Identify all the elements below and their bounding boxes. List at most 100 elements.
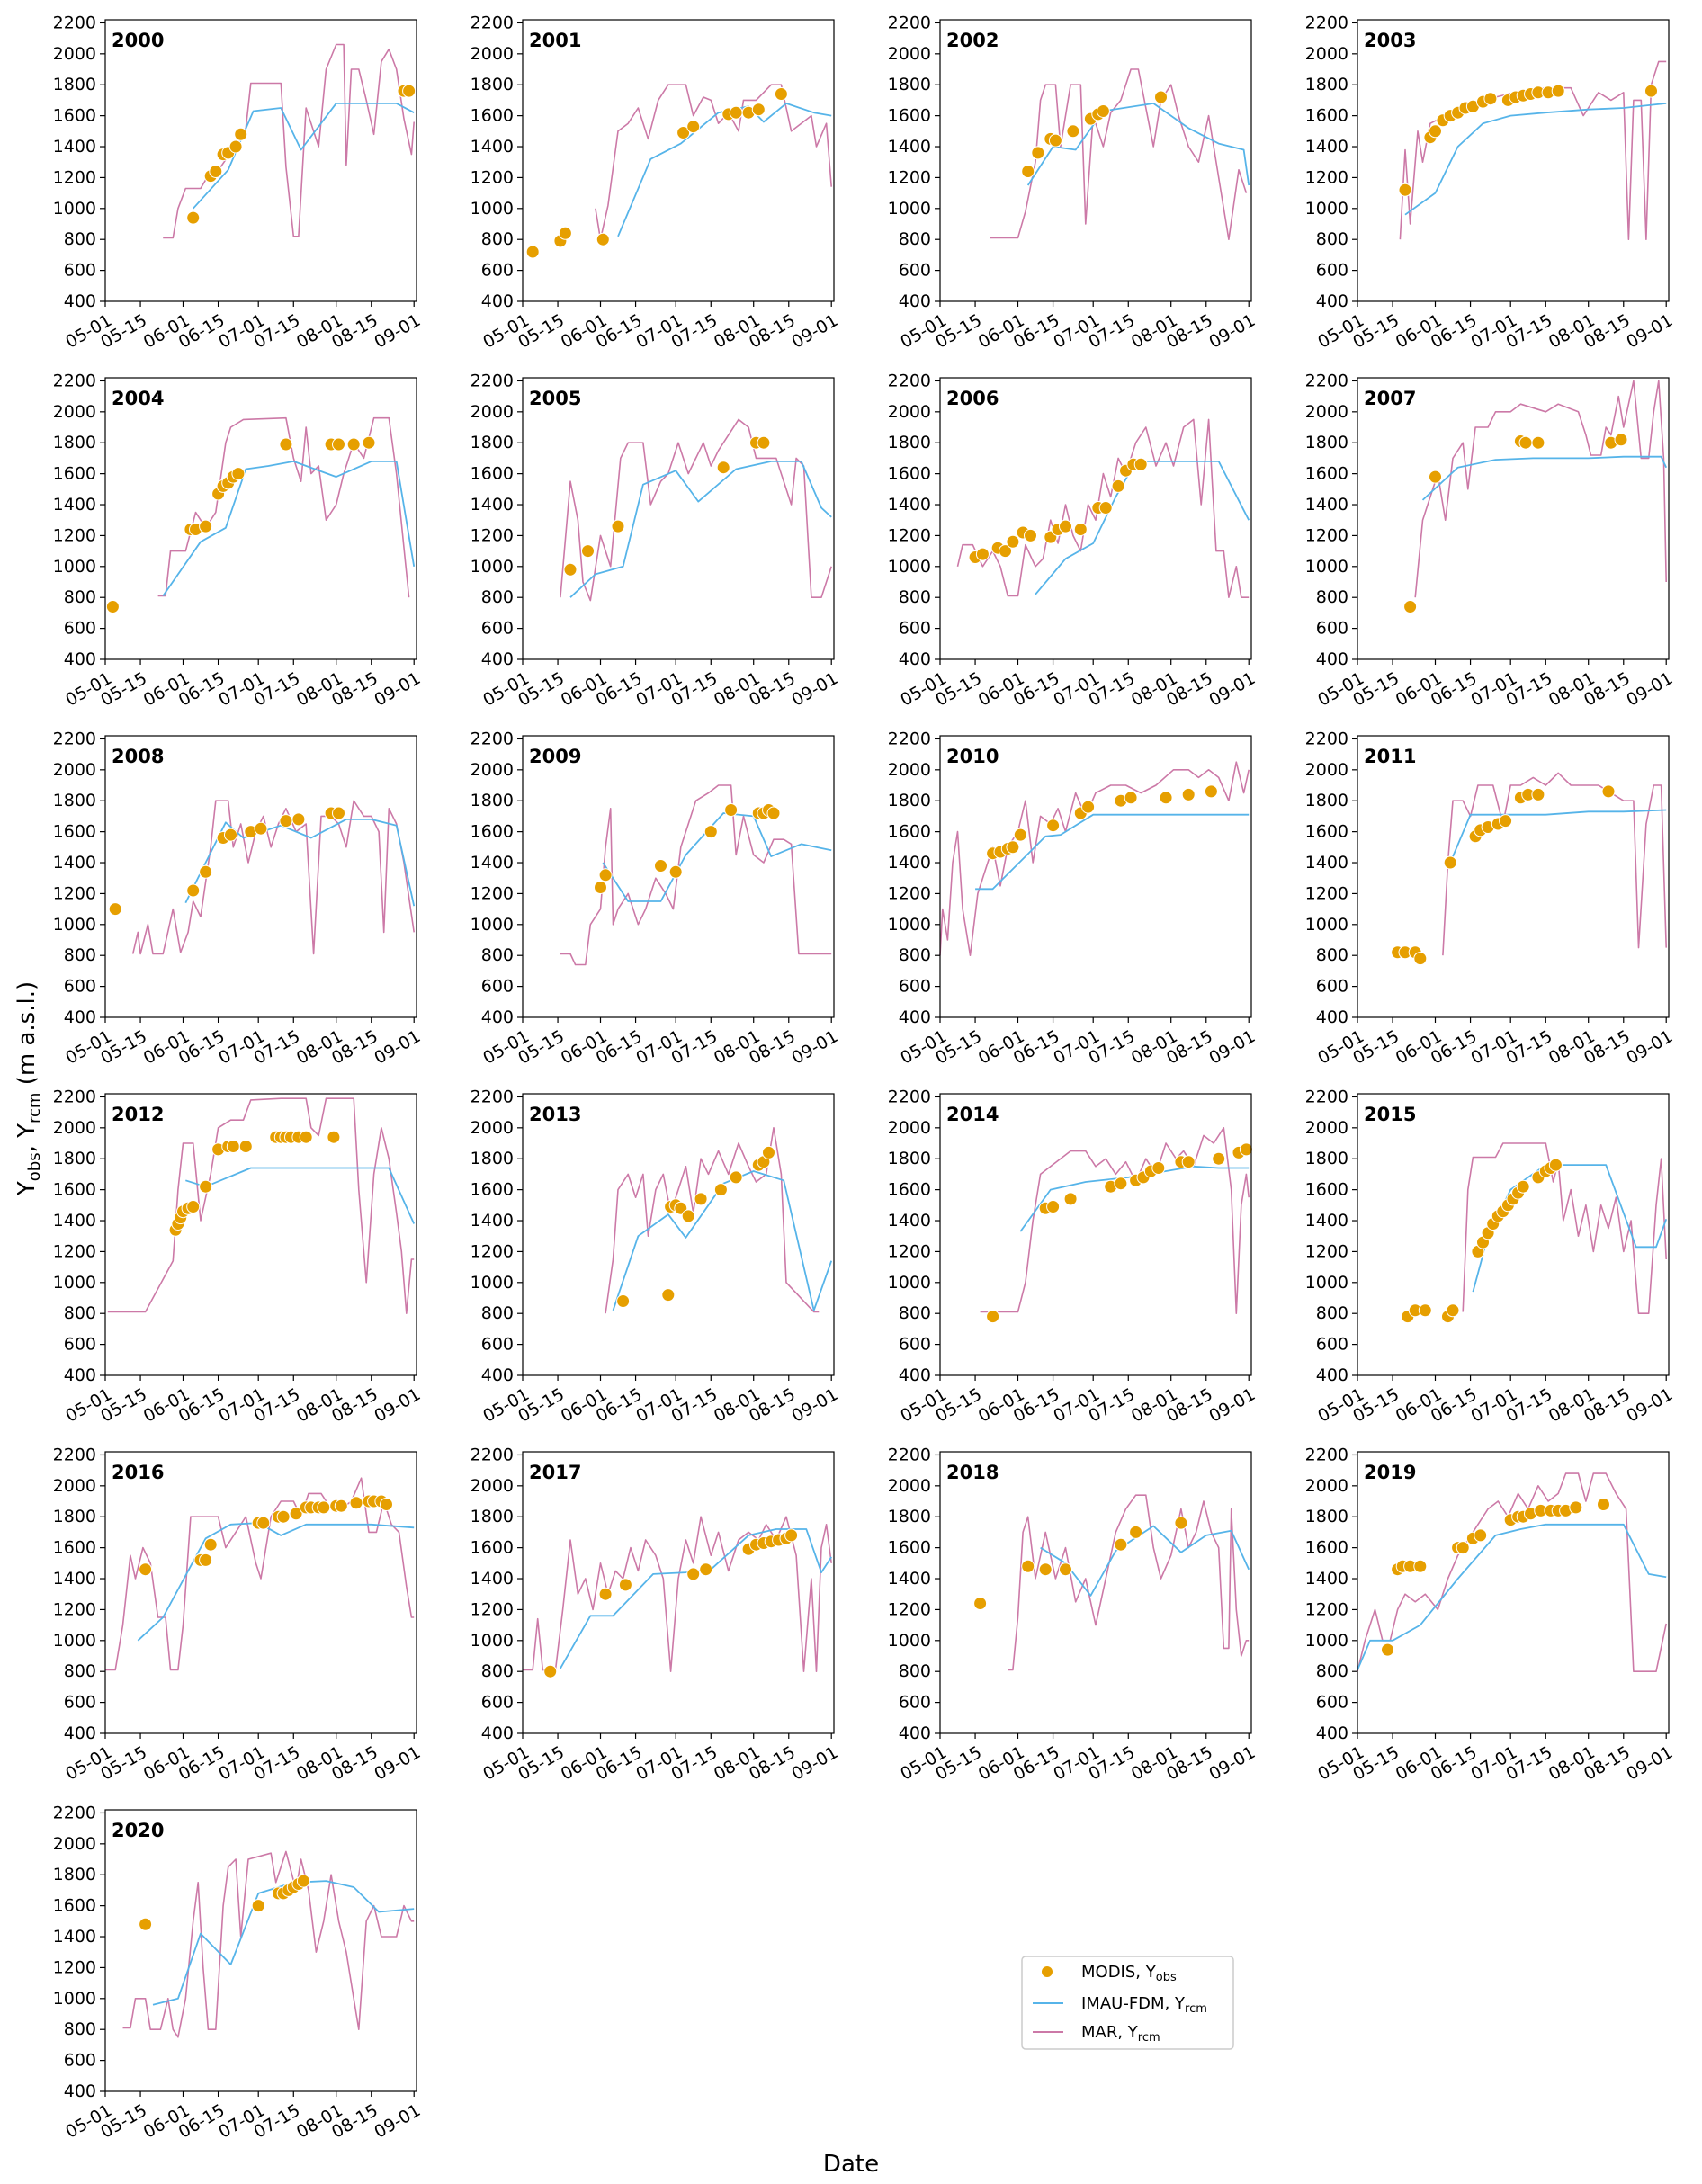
- mar-series-line: [157, 416, 410, 598]
- modis-point: [279, 437, 293, 452]
- y-tick-label: 2000: [470, 760, 514, 780]
- y-tick-label: 800: [899, 1661, 931, 1681]
- y-tick-label: 600: [1316, 1693, 1348, 1713]
- y-tick-label: 1400: [1305, 1569, 1348, 1589]
- modis-point: [1413, 1559, 1428, 1573]
- modis-point: [1518, 435, 1533, 450]
- y-tick-label: 2000: [1305, 1118, 1348, 1138]
- x-tick-label: 09-01: [1623, 1384, 1676, 1427]
- modis-point: [774, 87, 788, 101]
- imau-fdm-series-line: [617, 103, 832, 237]
- modis-point: [251, 1899, 265, 1913]
- modis-point: [766, 806, 781, 820]
- panel-2020: 400600800100012001400160018002000220005-…: [53, 1803, 425, 2142]
- modis-point: [1073, 523, 1088, 536]
- y-tick-label: 2000: [888, 1476, 931, 1496]
- y-tick-label: 600: [899, 1693, 931, 1713]
- y-tick-label: 1200: [888, 167, 931, 187]
- y-tick-label: 400: [1316, 1365, 1348, 1385]
- modis-point: [186, 1200, 201, 1213]
- y-tick-label: 600: [481, 977, 514, 997]
- modis-point: [1181, 1155, 1196, 1169]
- mar-series-line: [1414, 380, 1667, 598]
- y-tick-label: 2200: [470, 729, 514, 748]
- modis-point: [676, 126, 691, 139]
- axes-frame: [1357, 1093, 1670, 1376]
- y-tick-label: 400: [64, 649, 96, 669]
- imau-fdm-series-line: [1357, 1523, 1667, 1670]
- panel-2016: 400600800100012001400160018002000220005-…: [53, 1445, 425, 1784]
- mar-series-line: [990, 68, 1248, 241]
- y-tick-label: 1800: [1305, 791, 1348, 810]
- modis-point: [1111, 479, 1125, 493]
- modis-point: [1443, 855, 1457, 870]
- modis-point: [256, 1516, 271, 1530]
- y-tick-label: 1200: [1305, 525, 1348, 545]
- y-tick-label: 600: [1316, 1335, 1348, 1355]
- panel-year-label: 2002: [946, 30, 999, 51]
- modis-point: [346, 437, 361, 452]
- panel-year-label: 2001: [529, 30, 581, 51]
- y-tick-label: 1000: [1305, 915, 1348, 935]
- axes-frame: [104, 1093, 417, 1376]
- y-tick-label: 1200: [53, 1599, 96, 1619]
- modis-point: [296, 1874, 310, 1888]
- modis-point: [713, 1183, 728, 1197]
- x-axis-label: Date: [823, 2151, 879, 2178]
- y-tick-label: 400: [481, 1007, 514, 1027]
- y-tick-label: 1600: [888, 1538, 931, 1558]
- x-tick-label: 09-01: [1623, 310, 1676, 353]
- modis-point: [1418, 1303, 1432, 1318]
- panel-grid: 400600800100012001400160018002000220005-…: [53, 13, 1677, 2142]
- y-tick-label: 1000: [53, 557, 96, 577]
- panel-2014: 400600800100012001400160018002000220005-…: [888, 1087, 1259, 1426]
- modis-point: [686, 120, 701, 134]
- y-tick-label: 400: [1316, 1723, 1348, 1743]
- modis-point: [299, 1130, 313, 1144]
- y-tick-label: 400: [64, 1365, 96, 1385]
- y-tick-label: 1000: [888, 557, 931, 577]
- modis-point: [729, 1170, 743, 1185]
- y-tick-label: 600: [899, 1335, 931, 1355]
- y-tick-label: 1600: [470, 822, 514, 842]
- modis-point: [108, 902, 122, 917]
- modis-point: [975, 547, 990, 561]
- y-tick-label: 1800: [1305, 75, 1348, 94]
- axes-frame: [939, 377, 1252, 660]
- modis-point: [276, 1509, 291, 1524]
- y-tick-label: 1200: [53, 1957, 96, 1977]
- y-tick-label: 1000: [470, 1631, 514, 1651]
- axes-frame: [522, 1451, 835, 1734]
- x-tick-label: 09-01: [371, 1384, 424, 1427]
- modis-point: [1429, 124, 1442, 139]
- y-tick-label: 1800: [53, 433, 96, 452]
- modis-point: [209, 165, 223, 178]
- y-tick-label: 1400: [470, 495, 514, 515]
- y-tick-label: 2200: [470, 1087, 514, 1106]
- imau-fdm-series-line: [1472, 1164, 1668, 1293]
- y-tick-label: 600: [64, 1335, 96, 1355]
- imau-fdm-series-line: [1040, 1525, 1250, 1597]
- y-tick-label: 1200: [470, 525, 514, 545]
- modis-point: [1013, 828, 1027, 842]
- modis-point: [618, 1578, 632, 1592]
- modis-point: [402, 84, 417, 98]
- y-tick-label: 1000: [1305, 1273, 1348, 1293]
- modis-point: [1597, 1498, 1610, 1511]
- mar-series-line: [1399, 60, 1667, 241]
- modis-point: [317, 1500, 331, 1515]
- panel-2001: 400600800100012001400160018002000220005-…: [470, 13, 842, 352]
- y-tick-label: 400: [899, 649, 931, 669]
- y-tick-label: 600: [64, 977, 96, 997]
- y-tick-label: 2000: [53, 1118, 96, 1138]
- modis-point: [784, 1528, 799, 1543]
- y-tick-label: 600: [1316, 619, 1348, 639]
- y-tick-label: 1600: [53, 1538, 96, 1558]
- panel-2005: 400600800100012001400160018002000220005-…: [470, 371, 842, 710]
- modis-point: [1159, 791, 1173, 805]
- y-tick-label: 600: [899, 619, 931, 639]
- modis-point: [1548, 1158, 1563, 1172]
- y-tick-label: 800: [481, 1303, 514, 1323]
- imau-fdm-series-line: [137, 1522, 415, 1642]
- y-tick-label: 800: [481, 587, 514, 607]
